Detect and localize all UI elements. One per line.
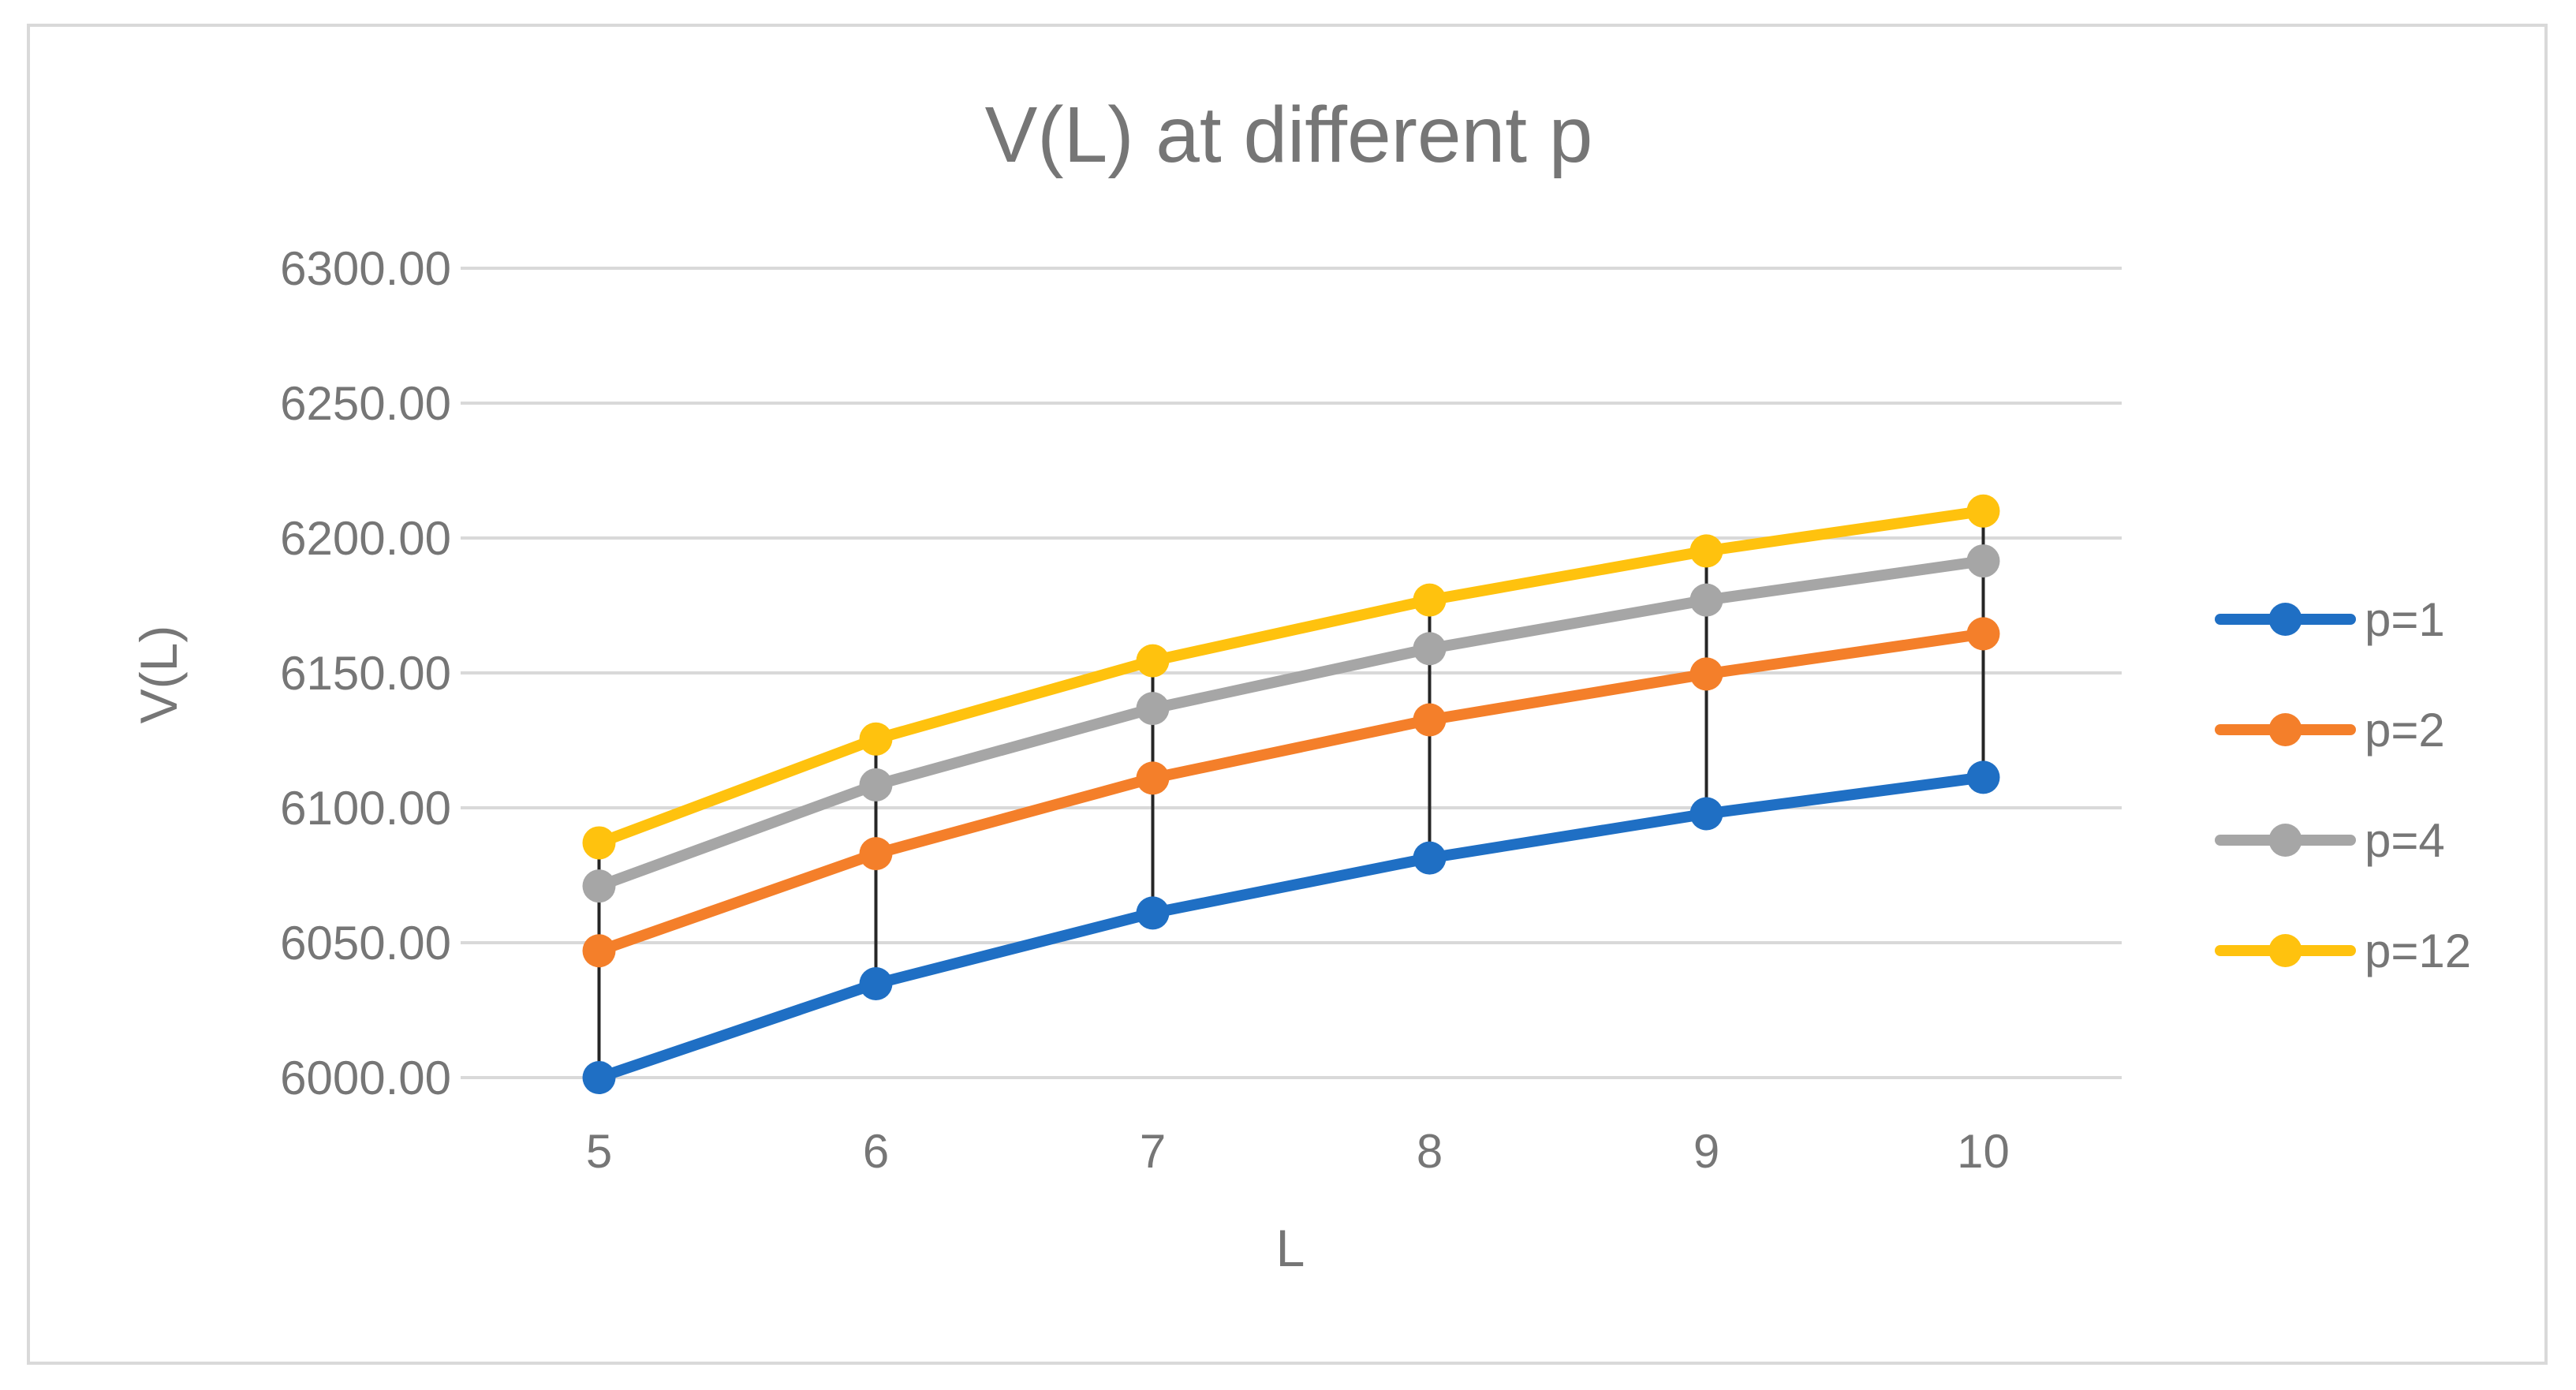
y-axis-ticks: 6000.00 6050.00 6100.00 6150.00 6200.00 6250.… (280, 242, 451, 1104)
series-line (593, 772, 1989, 1083)
data-point (1136, 896, 1170, 930)
chart-title: V(L) at different p (985, 91, 1593, 179)
legend-label: p=12 (2365, 925, 2471, 977)
legend-item: p=2 (2215, 704, 2445, 757)
data-point (859, 722, 893, 756)
data-point (582, 826, 616, 860)
series-line (593, 505, 1989, 849)
data-point (1689, 534, 1723, 568)
legend-swatch-marker (2268, 824, 2302, 857)
data-point (859, 768, 893, 801)
data-point (859, 837, 893, 871)
legend-swatch-marker (2268, 713, 2302, 746)
data-point (1689, 797, 1723, 831)
x-tick-label: 9 (1693, 1125, 1719, 1178)
data-point (1413, 703, 1447, 737)
data-point (1966, 760, 2000, 794)
y-tick-label: 6000.00 (280, 1052, 451, 1104)
y-tick-label: 6200.00 (280, 512, 451, 565)
legend-label: p=2 (2365, 704, 2445, 757)
y-tick-label: 6150.00 (280, 647, 451, 700)
data-point (1136, 692, 1170, 726)
data-point (1136, 644, 1170, 678)
legend-item: p=12 (2215, 925, 2471, 977)
data-point (1966, 494, 2000, 528)
legend: p=1 p=2 p=4 p=12 (2215, 593, 2471, 977)
y-tick-label: 6050.00 (280, 917, 451, 970)
y-axis-label: V(L) (129, 626, 188, 724)
series-line (593, 628, 1989, 957)
drop-lines (597, 510, 1985, 1078)
data-point (582, 1061, 616, 1094)
data-point (1966, 544, 2000, 578)
x-tick-label: 5 (586, 1125, 612, 1178)
series-group (582, 494, 2000, 1094)
y-tick-label: 6100.00 (280, 782, 451, 835)
chart-frame (27, 24, 2548, 1365)
data-point (1966, 617, 2000, 651)
x-tick-label: 8 (1417, 1125, 1443, 1178)
data-point (1136, 761, 1170, 795)
data-point (1413, 632, 1447, 666)
legend-swatch-marker (2268, 603, 2302, 636)
y-tick-label: 6300.00 (280, 242, 451, 295)
legend-swatch-marker (2268, 934, 2302, 967)
y-tick-label: 6250.00 (280, 377, 451, 430)
legend-label: p=1 (2365, 593, 2445, 646)
data-point (582, 934, 616, 968)
data-point (1689, 583, 1723, 617)
data-point (859, 966, 893, 1000)
data-point (1413, 841, 1447, 875)
x-axis-ticks: 5 6 7 8 9 10 (586, 1125, 2010, 1178)
gridlines (461, 267, 2122, 1079)
x-tick-label: 6 (863, 1125, 889, 1178)
data-point (1689, 657, 1723, 691)
legend-item: p=4 (2215, 814, 2445, 867)
x-axis-label: L (1276, 1219, 1305, 1277)
x-tick-label: 10 (1957, 1125, 2010, 1178)
data-point (582, 869, 616, 903)
legend-label: p=4 (2365, 814, 2445, 867)
x-tick-label: 7 (1140, 1125, 1166, 1178)
series-line (593, 555, 1989, 892)
data-point (1413, 583, 1447, 617)
legend-item: p=1 (2215, 593, 2445, 646)
